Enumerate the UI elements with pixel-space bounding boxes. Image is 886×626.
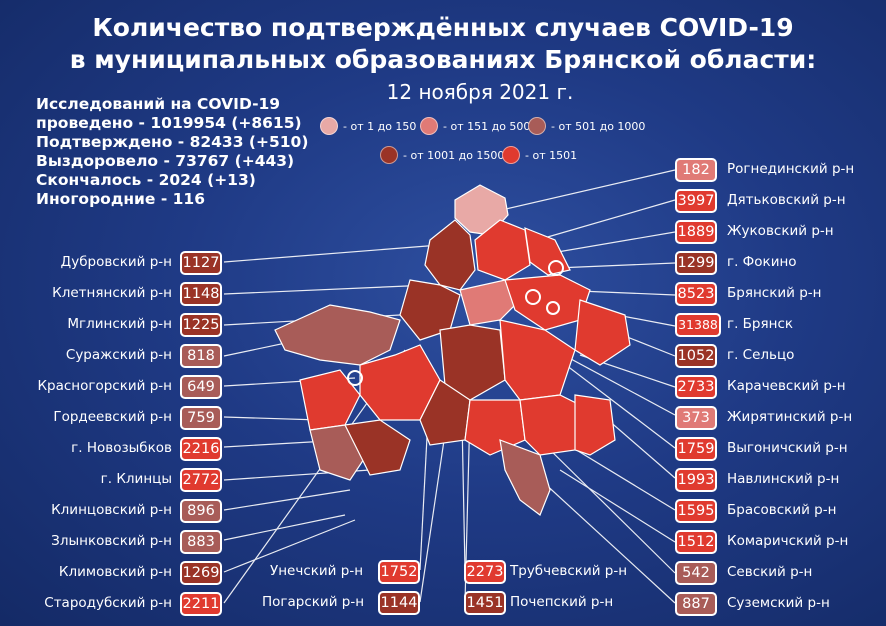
district-name-left: Клинцовский р-н bbox=[51, 502, 172, 518]
district-count-badge: 2216 bbox=[180, 437, 222, 461]
district-count-badge: 1144 bbox=[378, 591, 420, 615]
district-count-badge: 1759 bbox=[675, 437, 717, 461]
district-count-badge: 373 bbox=[675, 406, 717, 430]
district-name-left: Суражский р-н bbox=[65, 347, 172, 363]
district-count-badge: 887 bbox=[675, 592, 717, 616]
district-count-badge: 1752 bbox=[378, 560, 420, 584]
legend-item-4: - от 1001 до 1500 bbox=[380, 146, 504, 164]
district-name-right: г. Фокино bbox=[727, 254, 797, 270]
district-name-left: Красногорский р-н bbox=[37, 378, 172, 394]
district-name-left: Злынковский р-н bbox=[51, 533, 172, 549]
district-name-left: Мглинский р-н bbox=[67, 316, 172, 332]
district-count-badge: 883 bbox=[180, 530, 222, 554]
legend-item-2: - от 151 до 500 bbox=[420, 117, 530, 135]
stats-tests-line2: проведено - 1019954 (+8615) bbox=[36, 114, 302, 132]
district-name-left: Дубровский р-н bbox=[60, 254, 172, 270]
district-name-right: Карачевский р-н bbox=[727, 378, 846, 394]
district-count-badge: 1127 bbox=[180, 251, 222, 275]
district-count-badge: 2273 bbox=[464, 560, 506, 584]
legend-label: - от 1001 до 1500 bbox=[403, 148, 505, 162]
district-name-left: Климовский р-н bbox=[58, 564, 172, 580]
district-count-badge: 1269 bbox=[180, 561, 222, 585]
district-count-badge: 2733 bbox=[675, 375, 717, 399]
district-name-right: г. Брянск bbox=[727, 316, 794, 332]
city-marker-bryansk bbox=[525, 289, 541, 305]
district-count-badge: 182 bbox=[675, 158, 717, 182]
district-count-badge: 1225 bbox=[180, 313, 222, 337]
district-name-right: Комаричский р-н bbox=[727, 533, 849, 549]
district-count-badge: 31388 bbox=[675, 313, 721, 337]
stats-nonresident: Иногородние - 116 bbox=[36, 190, 206, 208]
title-line-1: Количество подтверждённых случаев COVID-… bbox=[92, 13, 794, 42]
legend-swatch bbox=[420, 117, 438, 135]
district-name-right: Жуковский р-н bbox=[727, 223, 834, 239]
district-count-badge: 649 bbox=[180, 375, 222, 399]
legend-swatch bbox=[380, 146, 398, 164]
district-name-bottom: Почепский р-н bbox=[510, 594, 614, 610]
legend-label: - от 1 до 150 bbox=[343, 119, 417, 133]
district-name-right: Рогнединский р-н bbox=[727, 161, 855, 177]
district-count-badge: 759 bbox=[180, 406, 222, 430]
legend-item-1: - от 1 до 150 bbox=[320, 117, 416, 135]
district-count-badge: 1052 bbox=[675, 344, 717, 368]
legend-label: - от 501 до 1000 bbox=[551, 119, 646, 133]
district-name-right: Навлинский р-н bbox=[727, 471, 840, 487]
report-date: 12 ноября 2021 г. bbox=[386, 80, 574, 104]
stats-block: Исследований на COVID-19 проведено - 101… bbox=[36, 95, 308, 209]
district-count-badge: 1299 bbox=[675, 251, 717, 275]
district-name-right: Выгоничский р-н bbox=[727, 440, 848, 456]
district-count-badge: 8523 bbox=[675, 282, 717, 306]
district-name-right: г. Сельцо bbox=[727, 347, 795, 363]
district-count-badge: 896 bbox=[180, 499, 222, 523]
stats-died: Скончалось - 2024 (+13) bbox=[36, 171, 256, 189]
district-name-left: Клетнянский р-н bbox=[52, 285, 172, 301]
district-count-badge: 542 bbox=[675, 561, 717, 585]
district-count-badge: 818 bbox=[180, 344, 222, 368]
district-name-left: Стародубский р-н bbox=[44, 595, 172, 611]
district-name-left: г. Клинцы bbox=[100, 471, 172, 487]
district-name-right: Дятьковский р-н bbox=[727, 192, 846, 208]
legend-item-5: - от 1501 bbox=[502, 146, 577, 164]
district-count-badge: 3997 bbox=[675, 189, 717, 213]
district-name-bottom: Унечский р-н bbox=[270, 563, 364, 579]
district-count-badge: 2211 bbox=[180, 592, 222, 616]
legend-label: - от 1501 bbox=[525, 148, 578, 162]
stats-tests-line1: Исследований на COVID-19 bbox=[36, 95, 281, 113]
legend-item-3: - от 501 до 1000 bbox=[528, 117, 645, 135]
district-count-badge: 1148 bbox=[180, 282, 222, 306]
legend-swatch bbox=[320, 117, 338, 135]
district-name-bottom: Погарский р-н bbox=[262, 594, 365, 610]
district-name-bottom: Трубчевский р-н bbox=[510, 563, 628, 579]
city-marker-novozybkov bbox=[347, 370, 363, 386]
district-name-right: Суземский р-н bbox=[727, 595, 830, 611]
city-marker-fokino bbox=[548, 260, 564, 276]
district-count-badge: 1512 bbox=[675, 530, 717, 554]
legend-swatch bbox=[528, 117, 546, 135]
district-count-badge: 1595 bbox=[675, 499, 717, 523]
district-name-left: г. Новозыбков bbox=[71, 440, 172, 456]
district-name-left: Гордеевский р-н bbox=[53, 409, 172, 425]
title-line-2: в муниципальных образованиях Брянской об… bbox=[69, 45, 817, 74]
city-markers bbox=[347, 260, 564, 386]
legend-label: - от 151 до 500 bbox=[443, 119, 531, 133]
district-count-badge: 1993 bbox=[675, 468, 717, 492]
district-count-badge: 1451 bbox=[464, 591, 506, 615]
district-count-badge: 1889 bbox=[675, 220, 717, 244]
map-regions bbox=[274, 184, 631, 516]
legend-swatch bbox=[502, 146, 520, 164]
district-count-badge: 2772 bbox=[180, 468, 222, 492]
district-name-right: Жирятинский р-н bbox=[727, 409, 853, 425]
stats-recovered: Выздоровело - 73767 (+443) bbox=[36, 152, 295, 170]
district-name-right: Брасовский р-н bbox=[727, 502, 837, 518]
city-marker-seltso bbox=[546, 301, 560, 315]
district-name-right: Брянский р-н bbox=[727, 285, 822, 301]
stats-confirmed: Подтверждено - 82433 (+510) bbox=[36, 133, 309, 151]
district-name-right: Севский р-н bbox=[727, 564, 813, 580]
